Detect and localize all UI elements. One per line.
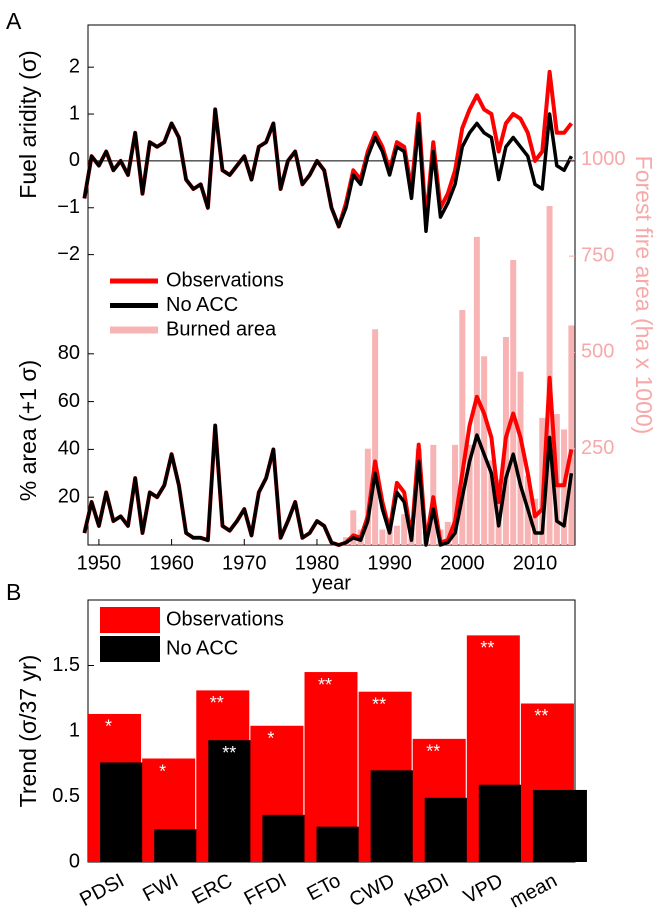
burned-area-bar xyxy=(517,371,524,545)
y-axis-label: Trend (σ/37 yr) xyxy=(15,655,41,808)
y-tick-label: 1 xyxy=(69,719,80,741)
legend-label: No ACC xyxy=(166,637,238,659)
legend-label: Burned area xyxy=(166,318,277,340)
x-axis-label: year xyxy=(312,572,351,594)
burned-area-bar xyxy=(532,498,539,545)
significance-label: ** xyxy=(534,706,548,726)
burned-area-bar xyxy=(546,206,553,545)
burned-area-bar xyxy=(568,325,575,545)
y-tick-label: 60 xyxy=(58,390,80,412)
burned-area-bar xyxy=(393,525,400,545)
x-tick-label: CWD xyxy=(346,870,399,912)
y2-tick-label: 750 xyxy=(581,244,614,266)
y2-axis-label: Forest fire area (ha x 1000) xyxy=(631,156,657,435)
series-line xyxy=(82,69,573,229)
panel-a-frame xyxy=(87,24,576,546)
significance-label: * xyxy=(267,729,274,749)
x-tick-label: 1960 xyxy=(149,552,194,574)
burned-area-bar xyxy=(488,460,495,545)
burned-area-bar xyxy=(372,329,379,545)
y-tick-label: 40 xyxy=(58,438,80,460)
y2-tick-label: 1000 xyxy=(581,148,626,170)
legend-swatch xyxy=(100,636,160,662)
x-tick-label: 2010 xyxy=(513,552,558,574)
burned-area-bar xyxy=(350,510,357,545)
burned-area-bar xyxy=(473,236,480,545)
burned-area-bar xyxy=(452,444,459,545)
series-line xyxy=(82,423,574,547)
x-tick-label: 1970 xyxy=(222,552,267,574)
x-tick-label: 1980 xyxy=(295,552,340,574)
x-tick-label: 2000 xyxy=(440,552,485,574)
legend-label: Observations xyxy=(166,269,284,291)
legend-label: Observations xyxy=(166,608,284,630)
significance-label: ** xyxy=(480,638,494,658)
panel-label: A xyxy=(6,8,22,34)
y-tick-label: −2 xyxy=(57,243,80,265)
y2-tick-label: 250 xyxy=(581,437,614,459)
y2-tick-label: 500 xyxy=(581,341,614,363)
x-tick-label: FWI xyxy=(139,870,182,907)
y-tick-label: −1 xyxy=(57,196,80,218)
burned-area-bar xyxy=(510,259,517,545)
significance-label: ** xyxy=(426,742,440,762)
significance-label: * xyxy=(105,717,112,737)
y-axis-label: % area (+1 σ) xyxy=(15,360,41,501)
burned-area-bar xyxy=(459,310,466,545)
significance-label: * xyxy=(159,761,166,781)
x-tick-label: PDSI xyxy=(76,870,128,911)
x-tick-label: FFDI xyxy=(241,870,291,910)
y-tick-label: 1 xyxy=(69,102,80,124)
y-tick-label: 80 xyxy=(58,342,80,364)
burned-area-bar xyxy=(415,448,422,545)
x-tick-label: ERC xyxy=(188,870,236,909)
burned-area-bar xyxy=(379,529,386,545)
series-line xyxy=(82,107,573,233)
y-axis-label: Fuel aridity (σ) xyxy=(15,50,41,198)
y-tick-label: 20 xyxy=(58,485,80,507)
legend-swatch xyxy=(100,607,160,633)
panel-label: B xyxy=(6,579,21,605)
x-tick-label: VPD xyxy=(460,870,507,909)
burned-area-bar xyxy=(364,448,371,545)
burned-area-bar xyxy=(401,514,408,545)
x-tick-label: 1990 xyxy=(367,552,412,574)
significance-label: ** xyxy=(372,694,386,714)
significance-label: ** xyxy=(222,743,236,763)
y-tick-label: 0 xyxy=(69,149,80,171)
x-tick-label: KBDI xyxy=(401,870,453,911)
burned-area-bar xyxy=(466,444,473,545)
bar xyxy=(532,789,587,862)
significance-label: ** xyxy=(318,675,332,695)
y-tick-label: 2 xyxy=(69,55,80,77)
burned-area-bar xyxy=(444,521,451,545)
y-tick-label: 1.5 xyxy=(52,654,80,676)
burned-area-bar xyxy=(495,479,502,545)
x-tick-label: 1950 xyxy=(77,552,122,574)
x-tick-label: mean xyxy=(506,870,561,913)
x-tick-label: ETo xyxy=(304,870,345,906)
y-tick-label: 0 xyxy=(69,850,80,872)
y-tick-label: 0.5 xyxy=(52,785,80,807)
legend-label: No ACC xyxy=(166,294,238,316)
significance-label: ** xyxy=(210,693,224,713)
burned-area-bar xyxy=(430,444,437,545)
